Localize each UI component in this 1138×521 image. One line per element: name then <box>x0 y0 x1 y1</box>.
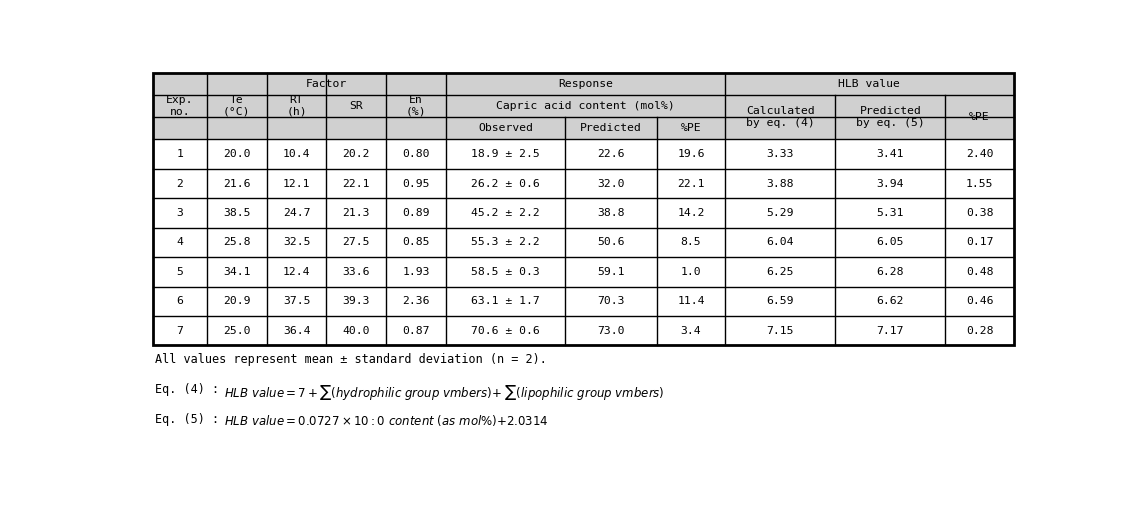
Text: 11.4: 11.4 <box>677 296 704 306</box>
Text: 6.62: 6.62 <box>876 296 904 306</box>
Text: %PE: %PE <box>681 123 701 133</box>
Text: 0.17: 0.17 <box>966 238 993 247</box>
Text: 10.4: 10.4 <box>283 149 311 159</box>
Text: 38.8: 38.8 <box>597 208 625 218</box>
Text: 3: 3 <box>176 208 183 218</box>
Text: 6.59: 6.59 <box>767 296 794 306</box>
Text: 22.1: 22.1 <box>343 179 370 189</box>
Text: 1: 1 <box>176 149 183 159</box>
Text: 36.4: 36.4 <box>283 326 311 336</box>
Text: 1.55: 1.55 <box>966 179 993 189</box>
Text: Predicted
by eq. (5): Predicted by eq. (5) <box>856 106 925 128</box>
Text: 0.80: 0.80 <box>403 149 430 159</box>
Text: 14.2: 14.2 <box>677 208 704 218</box>
Text: 6.25: 6.25 <box>767 267 794 277</box>
Text: 4: 4 <box>176 238 183 247</box>
Text: $\mathit{HLB\ value}$$=7+$$\sum$$\mathit{(hydrophilic\ group\ vmbers)}$$+\ $$\su: $\mathit{HLB\ value}$$=7+$$\sum$$\mathit… <box>224 382 665 402</box>
Text: 3.94: 3.94 <box>876 179 904 189</box>
Text: 20.2: 20.2 <box>343 149 370 159</box>
Text: 12.1: 12.1 <box>283 179 311 189</box>
Text: 22.1: 22.1 <box>677 179 704 189</box>
Text: 24.7: 24.7 <box>283 208 311 218</box>
Text: 1.0: 1.0 <box>681 267 701 277</box>
Text: 2.36: 2.36 <box>403 296 430 306</box>
Text: 63.1 ± 1.7: 63.1 ± 1.7 <box>471 296 541 306</box>
Text: RT
(h): RT (h) <box>287 95 307 117</box>
Text: 19.6: 19.6 <box>677 149 704 159</box>
Text: 33.6: 33.6 <box>343 267 370 277</box>
Text: 0.85: 0.85 <box>403 238 430 247</box>
Text: HLB value: HLB value <box>839 79 900 89</box>
Text: 20.0: 20.0 <box>223 149 250 159</box>
Text: 73.0: 73.0 <box>597 326 625 336</box>
Text: En
(%): En (%) <box>406 95 427 117</box>
Text: 27.5: 27.5 <box>343 238 370 247</box>
Text: 45.2 ± 2.2: 45.2 ± 2.2 <box>471 208 541 218</box>
Text: 5.29: 5.29 <box>767 208 794 218</box>
Text: 6.05: 6.05 <box>876 238 904 247</box>
Text: 58.5 ± 0.3: 58.5 ± 0.3 <box>471 267 541 277</box>
Text: Factor: Factor <box>306 79 347 89</box>
Text: 3.33: 3.33 <box>767 149 794 159</box>
Text: $\mathit{HLB\ value}$$=0.0727\times10:0\ $$\mathit{content\ (as\ mol\%)}$$+2.031: $\mathit{HLB\ value}$$=0.0727\times10:0\… <box>224 413 549 428</box>
Text: Response: Response <box>558 79 613 89</box>
Text: 21.3: 21.3 <box>343 208 370 218</box>
Text: 1.93: 1.93 <box>403 267 430 277</box>
Text: 20.9: 20.9 <box>223 296 250 306</box>
Text: 0.95: 0.95 <box>403 179 430 189</box>
Text: 25.0: 25.0 <box>223 326 250 336</box>
Text: Calculated
by eq. (4): Calculated by eq. (4) <box>745 106 815 128</box>
Text: 37.5: 37.5 <box>283 296 311 306</box>
Text: 7: 7 <box>176 326 183 336</box>
Text: All values represent mean ± standard deviation (n = 2).: All values represent mean ± standard dev… <box>156 353 547 366</box>
Text: 2.40: 2.40 <box>966 149 993 159</box>
Text: Exp.
no.: Exp. no. <box>166 95 193 117</box>
Bar <box>152 72 1014 140</box>
Text: 0.28: 0.28 <box>966 326 993 336</box>
Text: 5.31: 5.31 <box>876 208 904 218</box>
Text: 3.88: 3.88 <box>767 179 794 189</box>
Text: 0.38: 0.38 <box>966 208 993 218</box>
Text: Predicted: Predicted <box>580 123 642 133</box>
Text: 7.15: 7.15 <box>767 326 794 336</box>
Text: 6.04: 6.04 <box>767 238 794 247</box>
Text: Te
(°C): Te (°C) <box>223 95 250 117</box>
Text: SR: SR <box>349 101 363 111</box>
Text: 39.3: 39.3 <box>343 296 370 306</box>
Text: 7.17: 7.17 <box>876 326 904 336</box>
Text: 21.6: 21.6 <box>223 179 250 189</box>
Text: 5: 5 <box>176 267 183 277</box>
Text: 26.2 ± 0.6: 26.2 ± 0.6 <box>471 179 541 189</box>
Text: Observed: Observed <box>478 123 534 133</box>
Text: 2: 2 <box>176 179 183 189</box>
Text: 32.0: 32.0 <box>597 179 625 189</box>
Text: 59.1: 59.1 <box>597 267 625 277</box>
Text: 40.0: 40.0 <box>343 326 370 336</box>
Text: 50.6: 50.6 <box>597 238 625 247</box>
Text: 32.5: 32.5 <box>283 238 311 247</box>
Text: 70.6 ± 0.6: 70.6 ± 0.6 <box>471 326 541 336</box>
Text: 0.46: 0.46 <box>966 296 993 306</box>
Text: 0.87: 0.87 <box>403 326 430 336</box>
Text: 55.3 ± 2.2: 55.3 ± 2.2 <box>471 238 541 247</box>
Text: 3.41: 3.41 <box>876 149 904 159</box>
Text: Eq. (5) :: Eq. (5) : <box>156 413 226 426</box>
Text: 3.4: 3.4 <box>681 326 701 336</box>
Text: 18.9 ± 2.5: 18.9 ± 2.5 <box>471 149 541 159</box>
Text: 12.4: 12.4 <box>283 267 311 277</box>
Text: 8.5: 8.5 <box>681 238 701 247</box>
Text: 0.48: 0.48 <box>966 267 993 277</box>
Text: 70.3: 70.3 <box>597 296 625 306</box>
Text: Capric acid content (mol%): Capric acid content (mol%) <box>496 101 675 111</box>
Text: 6.28: 6.28 <box>876 267 904 277</box>
Text: 22.6: 22.6 <box>597 149 625 159</box>
Text: Eq. (4) :: Eq. (4) : <box>156 382 226 395</box>
Text: 25.8: 25.8 <box>223 238 250 247</box>
Text: 38.5: 38.5 <box>223 208 250 218</box>
Text: %PE: %PE <box>970 112 990 122</box>
Text: 34.1: 34.1 <box>223 267 250 277</box>
Bar <box>152 72 1014 345</box>
Text: 0.89: 0.89 <box>403 208 430 218</box>
Text: 6: 6 <box>176 296 183 306</box>
